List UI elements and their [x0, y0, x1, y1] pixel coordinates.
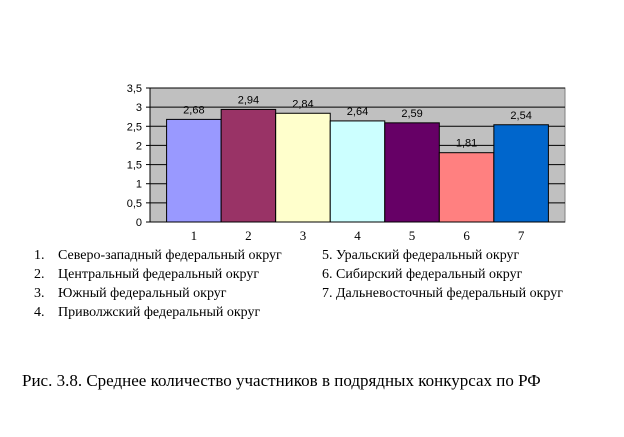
- x-tick-label: 1: [191, 228, 198, 243]
- legend-left: 1. Северо-западный федеральный округ 2. Це…: [34, 246, 282, 322]
- legend-num: 4.: [34, 305, 45, 320]
- y-tick-label: 3: [136, 102, 142, 114]
- y-tick-label: 1: [136, 179, 142, 191]
- data-label: 2,54: [510, 110, 531, 122]
- y-tick-label: 0,5: [127, 198, 142, 210]
- legend-text: Приволжский федеральный округ: [58, 305, 261, 320]
- x-tick-label: 2: [245, 228, 252, 243]
- data-label: 2,64: [347, 106, 368, 118]
- legend-item-5: 5. Уральский федеральный округ: [322, 246, 563, 265]
- legend-text: Центральный федеральный округ: [58, 267, 260, 282]
- legend-num: 1.: [34, 248, 45, 263]
- bar-5: [384, 122, 440, 223]
- data-label: 2,84: [292, 98, 313, 110]
- legend-text: Южный федеральный округ: [58, 286, 227, 301]
- x-tick-label: 7: [518, 228, 525, 243]
- y-tick-label: 3,5: [127, 83, 142, 95]
- x-tick-label: 6: [463, 228, 470, 243]
- y-tick-label: 0: [136, 217, 142, 229]
- data-label: 1,81: [456, 138, 477, 150]
- y-tick-label: 2,5: [127, 121, 142, 133]
- legend-item-7: 7. Дальневосточный федеральный округ: [322, 284, 563, 303]
- legend-num: 2.: [34, 267, 45, 282]
- legend-item-2: 2. Центральный федеральный округ: [34, 265, 282, 284]
- bar-1: [166, 118, 222, 223]
- data-label: 2,94: [238, 94, 259, 106]
- figure-caption: Рис. 3.8. Среднее количество участников …: [22, 371, 541, 390]
- bar-4: [329, 120, 386, 223]
- legend-item-6: 6. Сибирский федеральный округ: [322, 265, 563, 284]
- bar-6: [438, 152, 495, 223]
- legend-item-3: 3. Южный федеральный округ: [34, 284, 282, 303]
- legend-text: 5. Уральский федеральный округ: [322, 248, 520, 263]
- bar-3: [275, 112, 331, 223]
- data-label: 2,59: [401, 108, 422, 120]
- legend-num: 3.: [34, 286, 45, 301]
- x-tick-label: 5: [409, 228, 416, 243]
- x-tick-label: 4: [354, 228, 361, 243]
- legend-text: 6. Сибирский федеральный округ: [322, 267, 523, 282]
- legend-item-1: 1. Северо-западный федеральный округ: [34, 246, 282, 265]
- legend-text: 7. Дальневосточный федеральный округ: [322, 286, 563, 301]
- data-label: 2,68: [183, 104, 204, 116]
- bar-7: [493, 124, 549, 223]
- legend-text: Северо-западный федеральный округ: [58, 248, 282, 263]
- legend-item-4: 4. Приволжский федеральный округ: [34, 303, 282, 322]
- y-tick-label: 1,5: [127, 160, 142, 172]
- legend-right: 5. Уральский федеральный округ 6. Сибирс…: [322, 246, 563, 303]
- x-tick-label: 3: [300, 228, 307, 243]
- bar-2: [220, 108, 277, 223]
- y-tick-label: 2: [136, 140, 142, 152]
- bar-chart: 0 0,5 1 1,5 2 2,5 3 3,5 2,68 1 2,94 2 2,84 3 2,64 4 2,59…: [127, 83, 566, 243]
